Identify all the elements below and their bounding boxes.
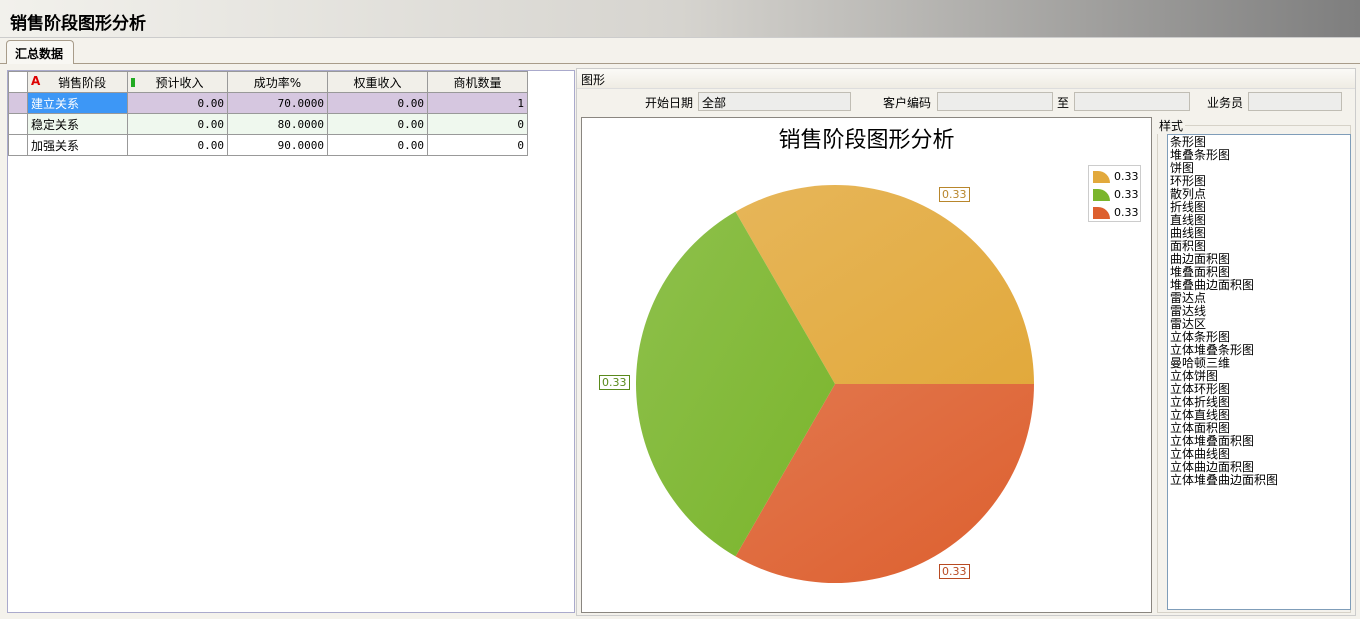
style-option[interactable]: 雷达点 [1170,291,1207,305]
pie-chart: 销售阶段图形分析 0.33 0.33 0.33 0.33 0.33 0.33 [581,117,1152,613]
style-option[interactable]: 立体饼图 [1170,369,1219,383]
style-option[interactable]: 雷达线 [1170,304,1207,318]
legend-item: 0.33 [1093,206,1139,219]
cell[interactable]: 建立关系 [27,92,128,114]
cell[interactable]: 0.00 [127,134,228,156]
style-option[interactable]: 立体环形图 [1170,382,1231,396]
legend-item: 0.33 [1093,170,1139,183]
window-title: 销售阶段图形分析 [10,14,146,34]
cell[interactable]: 0 [427,113,528,135]
style-option[interactable]: 曲边面积图 [1170,252,1231,266]
style-option[interactable]: 条形图 [1170,135,1207,149]
chart-panel: 图形 开始日期 全部 客户编码 至 业务员 销售阶段图形分析 0.33 0.33… [576,68,1356,616]
style-option[interactable]: 立体堆叠曲边面积图 [1170,473,1279,487]
col-header-rate[interactable]: 成功率% [227,71,328,93]
cell[interactable]: 70.0000 [227,92,328,114]
cell[interactable]: 0.00 [327,134,428,156]
cell[interactable]: 0.00 [127,113,228,135]
style-option[interactable]: 立体直线图 [1170,408,1231,422]
data-label: 0.33 [599,375,630,390]
style-option[interactable]: 折线图 [1170,200,1207,214]
style-option[interactable]: 堆叠面积图 [1170,265,1231,279]
tab-summary[interactable]: 汇总数据 [6,40,74,64]
salesman-input[interactable] [1248,92,1342,111]
title-bar: 销售阶段图形分析 [0,0,1360,38]
start-date-input[interactable]: 全部 [698,92,851,111]
row-header-corner [8,71,28,93]
style-option[interactable]: 曲线图 [1170,226,1207,240]
style-option[interactable]: 立体折线图 [1170,395,1231,409]
customer-code-label: 客户编码 [883,96,932,110]
tab-body [0,63,1360,619]
number-type-icon [131,77,135,87]
style-option[interactable]: 立体堆叠条形图 [1170,343,1255,357]
style-option[interactable]: 环形图 [1170,174,1207,188]
data-label: 0.33 [939,187,970,202]
legend-item: 0.33 [1093,188,1139,201]
style-option[interactable]: 散列点 [1170,187,1207,201]
style-label: 样式 [1157,117,1186,134]
style-list[interactable]: 条形图 堆叠条形图 饼图 环形图 散列点 折线图 直线图 曲线图 面积图 曲边面积图 堆叠面积图 堆叠… [1167,134,1351,610]
style-option[interactable]: 面积图 [1170,239,1207,253]
pie-slice [636,211,835,557]
style-option[interactable]: 堆叠条形图 [1170,148,1231,162]
panel-title: 图形 [577,69,1355,89]
pie-slice [735,384,1034,583]
table-row[interactable]: 加强关系 0.00 90.0000 0.00 0 [8,134,528,156]
style-option[interactable]: 立体面积图 [1170,421,1231,435]
chart-title: 销售阶段图形分析 [778,128,955,153]
customer-code-from-input[interactable] [937,92,1053,111]
style-option[interactable]: 立体条形图 [1170,330,1231,344]
cell[interactable]: 90.0000 [227,134,328,156]
style-option[interactable]: 立体堆叠面积图 [1170,434,1255,448]
salesman-label: 业务员 [1207,96,1244,110]
pie-slice [735,185,1034,384]
chart-legend: 0.33 0.33 0.33 [1088,165,1141,222]
text-type-icon: A [31,73,41,88]
style-option[interactable]: 堆叠曲边面积图 [1170,278,1255,292]
grid-header: A 销售阶段 预计收入 成功率% 权重收入 商机数量 [8,71,528,93]
customer-code-to-input[interactable] [1074,92,1190,111]
col-header-stage[interactable]: A 销售阶段 [27,71,128,93]
start-date-label: 开始日期 [645,96,694,110]
col-header-weighted[interactable]: 权重收入 [327,71,428,93]
col-header-count[interactable]: 商机数量 [427,71,528,93]
cell[interactable]: 0.00 [127,92,228,114]
table-row[interactable]: 稳定关系 0.00 80.0000 0.00 0 [8,113,528,135]
cell[interactable]: 1 [427,92,528,114]
data-label: 0.33 [939,564,970,579]
col-header-expected[interactable]: 预计收入 [127,71,228,93]
to-label: 至 [1057,96,1070,110]
style-option[interactable]: 饼图 [1170,161,1195,175]
style-option[interactable]: 雷达区 [1170,317,1207,331]
cell[interactable]: 0.00 [327,113,428,135]
style-option[interactable]: 曼哈顿三维 [1170,356,1231,370]
cell[interactable]: 稳定关系 [27,113,128,135]
data-grid[interactable]: A 销售阶段 预计收入 成功率% 权重收入 商机数量 建立关系 0.00 70.00… [7,70,575,613]
table-row[interactable]: 建立关系 0.00 70.0000 0.00 1 [8,92,528,114]
style-option[interactable]: 立体曲边面积图 [1170,460,1255,474]
cell[interactable]: 0 [427,134,528,156]
cell[interactable]: 0.00 [327,92,428,114]
style-option[interactable]: 立体曲线图 [1170,447,1231,461]
cell[interactable]: 加强关系 [27,134,128,156]
cell[interactable]: 80.0000 [227,113,328,135]
style-option[interactable]: 直线图 [1170,213,1207,227]
pie-svg [636,185,1034,583]
